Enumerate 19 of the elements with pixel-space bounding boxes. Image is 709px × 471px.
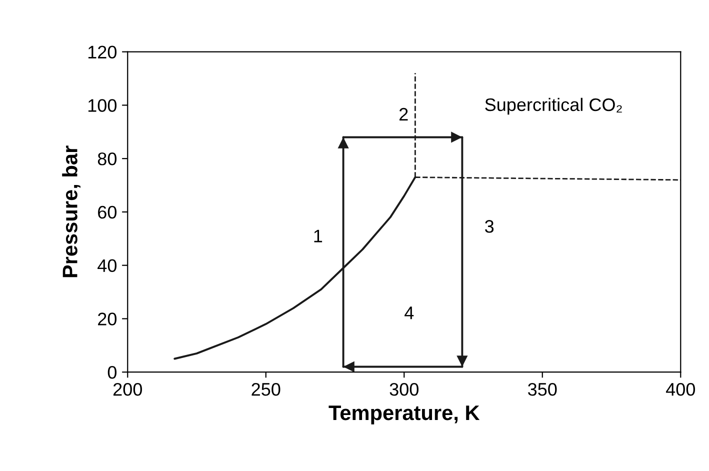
y-tick-label: 120 — [88, 46, 116, 59]
y-tick-label: 0 — [108, 366, 116, 379]
x-tick-label: 200 — [113, 382, 142, 396]
annotation: Supercritical CO₂ — [485, 98, 622, 115]
x-tick-label: 400 — [666, 382, 695, 396]
annotation: 4 — [404, 306, 414, 320]
annotation: 3 — [485, 220, 494, 233]
annotation: 2 — [400, 108, 408, 121]
y-tick-label: 80 — [98, 152, 116, 166]
y-tick-label: 40 — [98, 259, 116, 272]
y-tick-label: 60 — [98, 206, 116, 219]
x-axis-title: Temperature, K — [328, 406, 480, 424]
y-tick-label: 100 — [88, 99, 116, 112]
x-tick-label: 350 — [528, 382, 557, 396]
annotation: 1 — [314, 230, 322, 242]
y-tick-label: 20 — [98, 312, 116, 326]
y-axis-title: Pressure, bar — [62, 146, 80, 278]
x-tick-label: 300 — [390, 382, 418, 396]
x-tick-label: 250 — [252, 382, 280, 396]
